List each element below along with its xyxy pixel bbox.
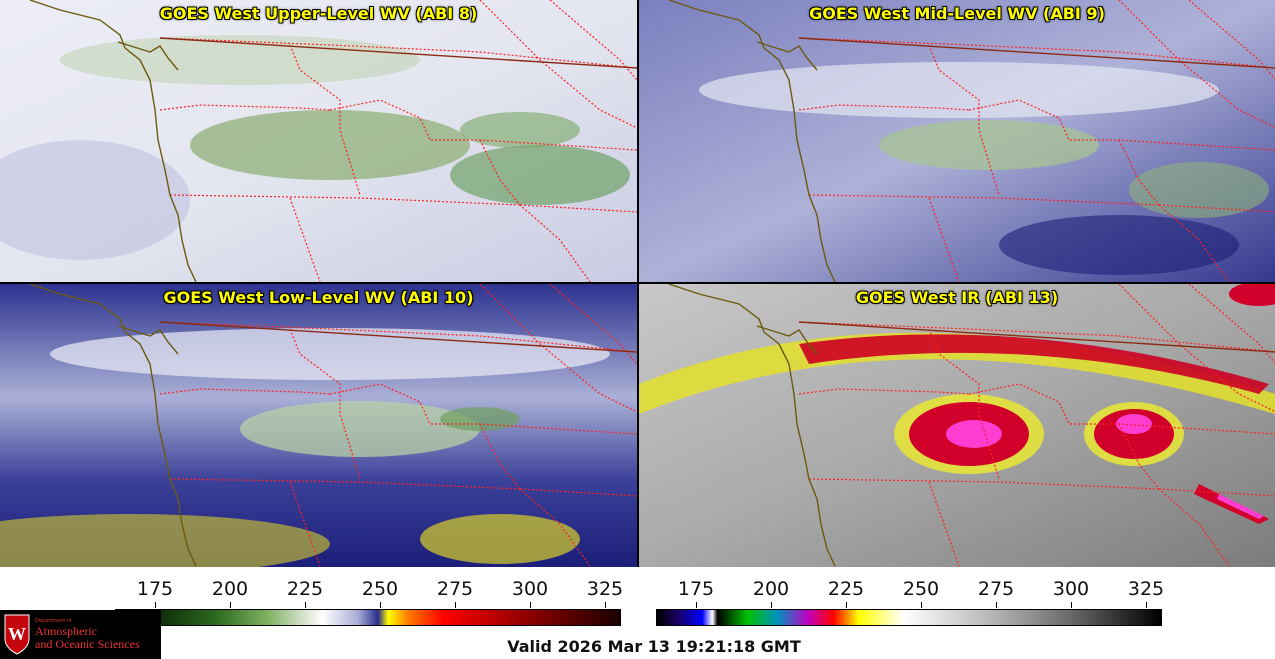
coastline <box>756 325 818 355</box>
colorbar-tick-mark <box>155 602 156 608</box>
colorbar-tick-label: 175 <box>136 578 174 600</box>
state-border <box>798 104 970 111</box>
panel-title: GOES West Low-Level WV (ABI 10) <box>163 288 474 307</box>
colorbar-tick-mark <box>921 602 922 608</box>
colorbar-tick-mark <box>771 602 772 608</box>
colorbar-tick-mark <box>696 602 697 608</box>
state-border <box>549 0 637 81</box>
panel-title: GOES West IR (ABI 13) <box>855 288 1059 307</box>
state-border <box>1158 204 1275 213</box>
state-border <box>159 388 331 395</box>
colorbar-tick-label: 300 <box>1052 578 1090 600</box>
state-border <box>519 204 637 213</box>
state-border <box>928 44 1000 196</box>
international-border <box>159 37 637 69</box>
upper-level-wv-panel: GOES West Upper-Level WV (ABI 8) <box>0 0 637 282</box>
map-overlay <box>668 0 1275 282</box>
coastline <box>29 284 197 567</box>
map-overlay <box>668 284 1275 567</box>
svg-text:W: W <box>8 624 26 644</box>
state-border <box>549 284 637 365</box>
state-border <box>159 37 637 69</box>
colorbar-gradient <box>656 609 1162 626</box>
colorbar-gradient <box>115 609 621 626</box>
colorbar-tick-mark <box>305 602 306 608</box>
logo-line-3: and Oceanic Sciences <box>35 637 140 651</box>
colorbar-tick-mark <box>846 602 847 608</box>
international-border <box>798 37 1275 69</box>
panel-title: GOES West Mid-Level WV (ABI 9) <box>809 4 1105 23</box>
coastline <box>29 0 197 282</box>
state-border <box>798 321 1275 353</box>
colorbar-tick-mark <box>996 602 997 608</box>
colorbar-tick-mark <box>605 602 606 608</box>
state-border <box>519 488 637 497</box>
colorbar-tick-label: 275 <box>977 578 1015 600</box>
valid-time: Valid 2026 Mar 13 19:21:18 GMT <box>507 637 801 656</box>
colorbar-tick-label: 250 <box>361 578 399 600</box>
infrared-panel: GOES West IR (ABI 13) <box>639 284 1275 567</box>
state-border <box>798 388 970 395</box>
panel-divider-horizontal <box>0 282 1275 284</box>
mid-level-wv-panel: GOES West Mid-Level WV (ABI 9) <box>639 0 1275 282</box>
infrared-image <box>639 284 1275 567</box>
state-border <box>1188 0 1275 80</box>
mid-level-wv-image <box>639 0 1275 282</box>
colorbar-ticks: 175 200 225 250 275 300 325 <box>115 578 624 602</box>
coastline <box>756 41 818 71</box>
state-border <box>289 197 321 282</box>
coastline <box>117 41 179 71</box>
colorbar-tick-label: 300 <box>511 578 549 600</box>
infrared-colorbar: 175 200 225 250 275 300 325 <box>656 572 1165 632</box>
colorbar-tick-mark <box>455 602 456 608</box>
water-vapor-colorbar: 175 200 225 250 275 300 325 <box>115 572 624 632</box>
state-border <box>169 194 521 206</box>
colorbar-tick-label: 250 <box>902 578 940 600</box>
state-border <box>798 37 1275 69</box>
state-border <box>159 104 331 111</box>
colorbar-tick-mark <box>230 602 231 608</box>
aos-logo: W Department of Atmospheric and Oceanic … <box>0 610 161 659</box>
coastline <box>668 0 836 282</box>
low-level-wv-image <box>0 284 637 567</box>
colorbar-tick-label: 275 <box>436 578 474 600</box>
logo-line-2: Atmospheric <box>35 624 97 638</box>
colorbar-tick-label: 225 <box>286 578 324 600</box>
state-border <box>928 197 960 282</box>
state-border <box>928 481 960 567</box>
coastline <box>668 284 836 567</box>
colorbar-tick-label: 225 <box>827 578 865 600</box>
colorbar-tick-mark <box>1071 602 1072 608</box>
logo-line-1: Department of <box>35 618 72 624</box>
colorbar-tick-label: 175 <box>677 578 715 600</box>
state-border <box>928 328 1000 480</box>
international-border <box>798 321 1275 353</box>
low-level-wv-panel: GOES West Low-Level WV (ABI 10) <box>0 284 637 567</box>
colorbar-tick-label: 200 <box>752 578 790 600</box>
coastline <box>117 325 179 355</box>
colorbar-tick-mark <box>530 602 531 608</box>
state-border <box>159 321 637 353</box>
state-border <box>808 194 1160 206</box>
colorbar-tick-mark <box>380 602 381 608</box>
international-border <box>159 321 637 353</box>
state-border <box>169 478 521 490</box>
panel-title: GOES West Upper-Level WV (ABI 8) <box>159 4 478 23</box>
state-border <box>808 478 1160 490</box>
colorbar-tick-label: 325 <box>586 578 624 600</box>
colorbar-tick-label: 325 <box>1127 578 1165 600</box>
university-crest-icon: W <box>4 614 30 655</box>
map-overlay <box>29 284 637 567</box>
state-border <box>289 481 321 567</box>
state-border <box>1158 488 1275 497</box>
state-border <box>289 328 361 480</box>
state-border <box>1188 284 1275 364</box>
colorbar-tick-mark <box>1146 602 1147 608</box>
colorbar-tick-label: 200 <box>211 578 249 600</box>
map-overlay <box>29 0 637 282</box>
colorbar-ticks: 175 200 225 250 275 300 325 <box>656 578 1165 602</box>
upper-level-wv-image <box>0 0 637 282</box>
state-border <box>289 44 361 196</box>
